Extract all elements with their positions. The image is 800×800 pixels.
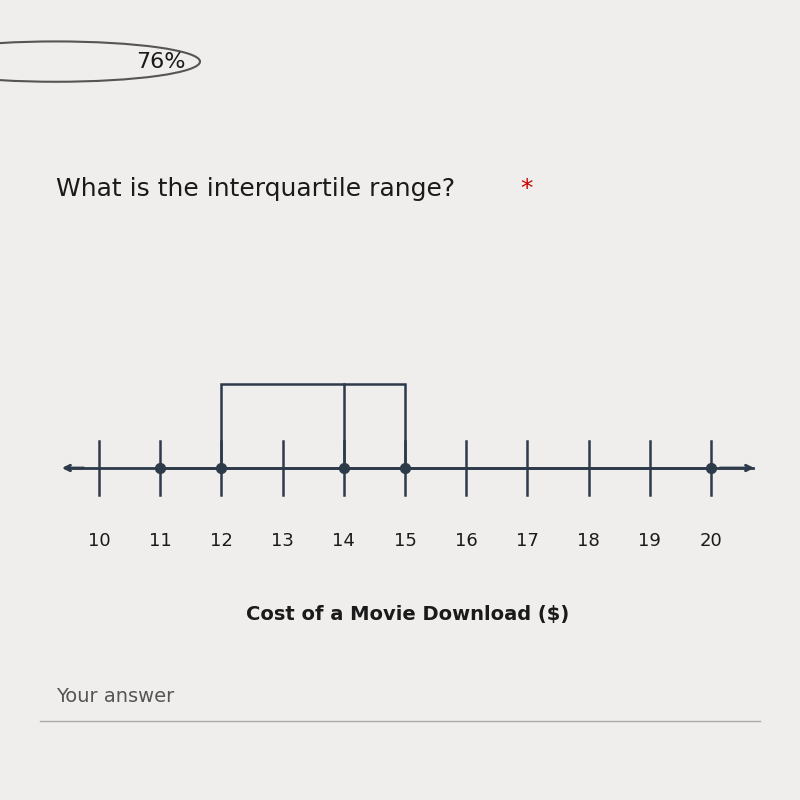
Text: 13: 13 (271, 532, 294, 550)
Text: 20: 20 (700, 532, 722, 550)
Text: 10: 10 (87, 532, 110, 550)
Text: 76%: 76% (136, 51, 186, 72)
Bar (222, 384, 405, 468)
Text: What is the interquartile range?: What is the interquartile range? (56, 178, 455, 202)
Text: 17: 17 (516, 532, 539, 550)
Text: 15: 15 (394, 532, 416, 550)
Text: 16: 16 (454, 532, 478, 550)
Text: 14: 14 (332, 532, 355, 550)
Text: 12: 12 (210, 532, 233, 550)
Point (215, 462, 228, 474)
Text: 18: 18 (578, 532, 600, 550)
Point (338, 462, 350, 474)
Text: *: * (520, 178, 532, 202)
Text: 11: 11 (149, 532, 171, 550)
Text: Cost of a Movie Download ($): Cost of a Movie Download ($) (246, 605, 570, 624)
Point (154, 462, 166, 474)
Point (398, 462, 411, 474)
Point (705, 462, 718, 474)
Text: 19: 19 (638, 532, 662, 550)
Text: Your answer: Your answer (56, 687, 174, 706)
